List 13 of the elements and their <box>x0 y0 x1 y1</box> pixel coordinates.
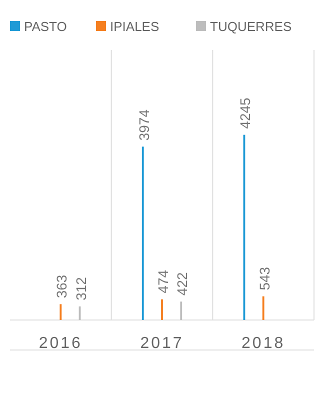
legend-label: TUQUERRES <box>210 19 292 34</box>
x-tick-label: 2017 <box>140 335 184 352</box>
data-label: 474 <box>155 270 171 294</box>
data-label: 4245 <box>237 97 254 129</box>
data-label: 543 <box>256 266 272 290</box>
legend-label: PASTO <box>24 19 67 34</box>
data-label: 363 <box>54 274 70 298</box>
x-tick-label: 2018 <box>242 335 286 352</box>
data-label: 312 <box>72 276 89 300</box>
x-tick-label: 2016 <box>38 335 82 352</box>
data-label: 422 <box>174 272 190 296</box>
data-label: 3974 <box>136 109 152 141</box>
legend-label: IPIALES <box>110 19 160 34</box>
